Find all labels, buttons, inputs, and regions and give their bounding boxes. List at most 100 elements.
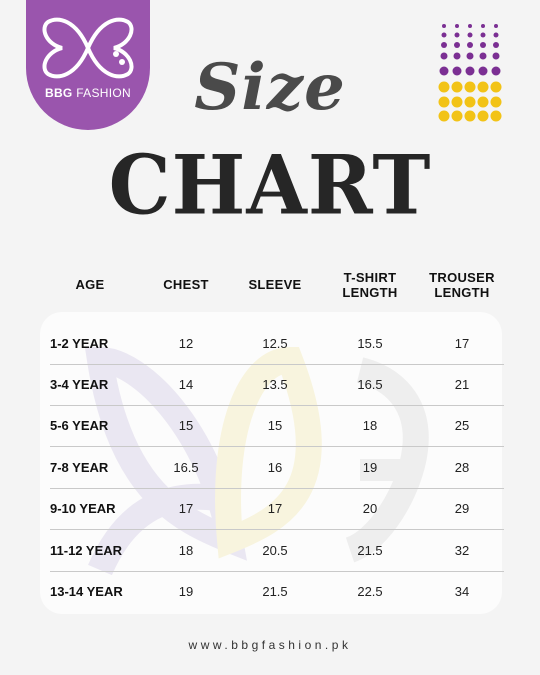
cell-age: 7-8 YEAR bbox=[50, 460, 109, 475]
decorative-dot bbox=[490, 96, 502, 108]
cell-chest: 15 bbox=[178, 418, 194, 433]
decorative-dot bbox=[455, 24, 459, 28]
cell-tshirt-length: 19 bbox=[362, 460, 378, 475]
decorative-dot bbox=[490, 81, 502, 93]
header-trouser-line2: LENGTH bbox=[434, 285, 490, 300]
decorative-dot bbox=[438, 96, 450, 108]
decorative-dot bbox=[492, 52, 500, 60]
decorative-dot bbox=[480, 42, 486, 48]
decorative-dot bbox=[464, 96, 476, 108]
decorative-dot bbox=[494, 24, 498, 28]
table-row: 1-2 YEAR 12 12.5 15.5 17 bbox=[50, 323, 504, 365]
cell-trouser-length: 32 bbox=[454, 543, 470, 558]
decorative-dot bbox=[441, 42, 447, 48]
decorative-dot bbox=[453, 52, 461, 60]
cell-chest: 12 bbox=[178, 336, 194, 351]
cell-age: 11-12 YEAR bbox=[50, 543, 123, 558]
decorative-dot bbox=[493, 32, 499, 38]
cell-tshirt-length: 16.5 bbox=[357, 377, 383, 392]
decorative-dot bbox=[477, 96, 489, 108]
header-tshirt-line2: LENGTH bbox=[342, 285, 398, 300]
title-size: Size bbox=[194, 50, 346, 125]
table-row: 7-8 YEAR 16.5 16 19 28 bbox=[50, 447, 504, 489]
header-tshirt-line1: T-SHIRT bbox=[343, 270, 397, 285]
decorative-dot bbox=[467, 32, 473, 38]
decorative-dot bbox=[441, 32, 447, 38]
decorative-dot bbox=[478, 66, 488, 76]
decorative-dot bbox=[479, 52, 487, 60]
decorative-dot bbox=[480, 32, 486, 38]
decorative-dot bbox=[491, 66, 501, 76]
decorative-dot bbox=[465, 66, 475, 76]
watermark-logo bbox=[84, 346, 429, 576]
decorative-dot bbox=[438, 110, 450, 122]
cell-sleeve: 17 bbox=[267, 501, 283, 516]
brand-name-bold: BBG bbox=[45, 86, 73, 100]
decorative-dot bbox=[451, 96, 463, 108]
decorative-dot bbox=[493, 42, 499, 48]
decorative-dot bbox=[477, 81, 489, 93]
cell-chest: 19 bbox=[178, 584, 194, 599]
cell-age: 13-14 YEAR bbox=[50, 584, 123, 599]
table-row: 3-4 YEAR 14 13.5 16.5 21 bbox=[50, 364, 504, 406]
cell-trouser-length: 34 bbox=[454, 584, 470, 599]
decorative-dot-grid bbox=[438, 24, 502, 122]
table-row: 13-14 YEAR 19 21.5 22.5 34 bbox=[50, 571, 504, 612]
decorative-dot bbox=[464, 81, 476, 93]
cell-trouser-length: 17 bbox=[454, 336, 470, 351]
brand-logo-badge: BBG FASHION bbox=[26, 0, 150, 130]
cell-tshirt-length: 15.5 bbox=[357, 336, 383, 351]
decorative-dot bbox=[477, 110, 489, 122]
cell-sleeve: 15 bbox=[267, 418, 283, 433]
header-chest: CHEST bbox=[163, 277, 209, 292]
decorative-dot bbox=[438, 81, 450, 93]
decorative-dot bbox=[481, 24, 485, 28]
header-trouser-length: TROUSER LENGTH bbox=[420, 270, 504, 300]
decorative-dot bbox=[439, 66, 449, 76]
cell-sleeve: 13.5 bbox=[262, 377, 288, 392]
website-url[interactable]: www.bbgfashion.pk bbox=[188, 638, 352, 652]
table-row: 11-12 YEAR 18 20.5 21.5 32 bbox=[50, 530, 504, 572]
decorative-dot bbox=[464, 110, 476, 122]
cell-sleeve: 16 bbox=[267, 460, 283, 475]
cell-trouser-length: 25 bbox=[454, 418, 470, 433]
cell-tshirt-length: 21.5 bbox=[357, 543, 383, 558]
decorative-dot bbox=[490, 110, 502, 122]
cell-trouser-length: 29 bbox=[454, 501, 470, 516]
table-row: 9-10 YEAR 17 17 20 29 bbox=[50, 488, 504, 530]
cell-tshirt-length: 18 bbox=[362, 418, 378, 433]
decorative-dot bbox=[442, 24, 446, 28]
cell-chest: 17 bbox=[178, 501, 194, 516]
cell-trouser-length: 21 bbox=[454, 377, 470, 392]
cell-age: 9-10 YEAR bbox=[50, 501, 116, 516]
cell-sleeve: 20.5 bbox=[262, 543, 288, 558]
decorative-dot bbox=[466, 52, 474, 60]
cell-chest: 14 bbox=[178, 377, 194, 392]
decorative-dot bbox=[451, 81, 463, 93]
cell-chest: 16.5 bbox=[173, 460, 199, 475]
cell-age: 3-4 YEAR bbox=[50, 377, 109, 392]
header-sleeve: SLEEVE bbox=[248, 277, 302, 292]
brand-butterfly-logo bbox=[42, 17, 134, 79]
decorative-dot bbox=[454, 32, 460, 38]
decorative-dot bbox=[452, 66, 462, 76]
decorative-dot bbox=[467, 42, 473, 48]
decorative-dot bbox=[451, 110, 463, 122]
decorative-dot bbox=[440, 52, 448, 60]
header-trouser-line1: TROUSER bbox=[429, 270, 495, 285]
cell-age: 1-2 YEAR bbox=[50, 336, 109, 351]
cell-age: 5-6 YEAR bbox=[50, 418, 109, 433]
brand-name-suffix: FASHION bbox=[76, 86, 131, 100]
header-tshirt-length: T-SHIRT LENGTH bbox=[330, 270, 410, 300]
title-chart: CHART bbox=[108, 137, 432, 234]
cell-tshirt-length: 22.5 bbox=[357, 584, 383, 599]
decorative-dot bbox=[468, 24, 472, 28]
decorative-dot bbox=[454, 42, 460, 48]
header-age: AGE bbox=[75, 277, 105, 292]
cell-tshirt-length: 20 bbox=[362, 501, 378, 516]
cell-sleeve: 21.5 bbox=[262, 584, 288, 599]
cell-sleeve: 12.5 bbox=[262, 336, 288, 351]
cell-chest: 18 bbox=[178, 543, 194, 558]
cell-trouser-length: 28 bbox=[454, 460, 470, 475]
brand-name: BBG FASHION bbox=[26, 86, 150, 100]
